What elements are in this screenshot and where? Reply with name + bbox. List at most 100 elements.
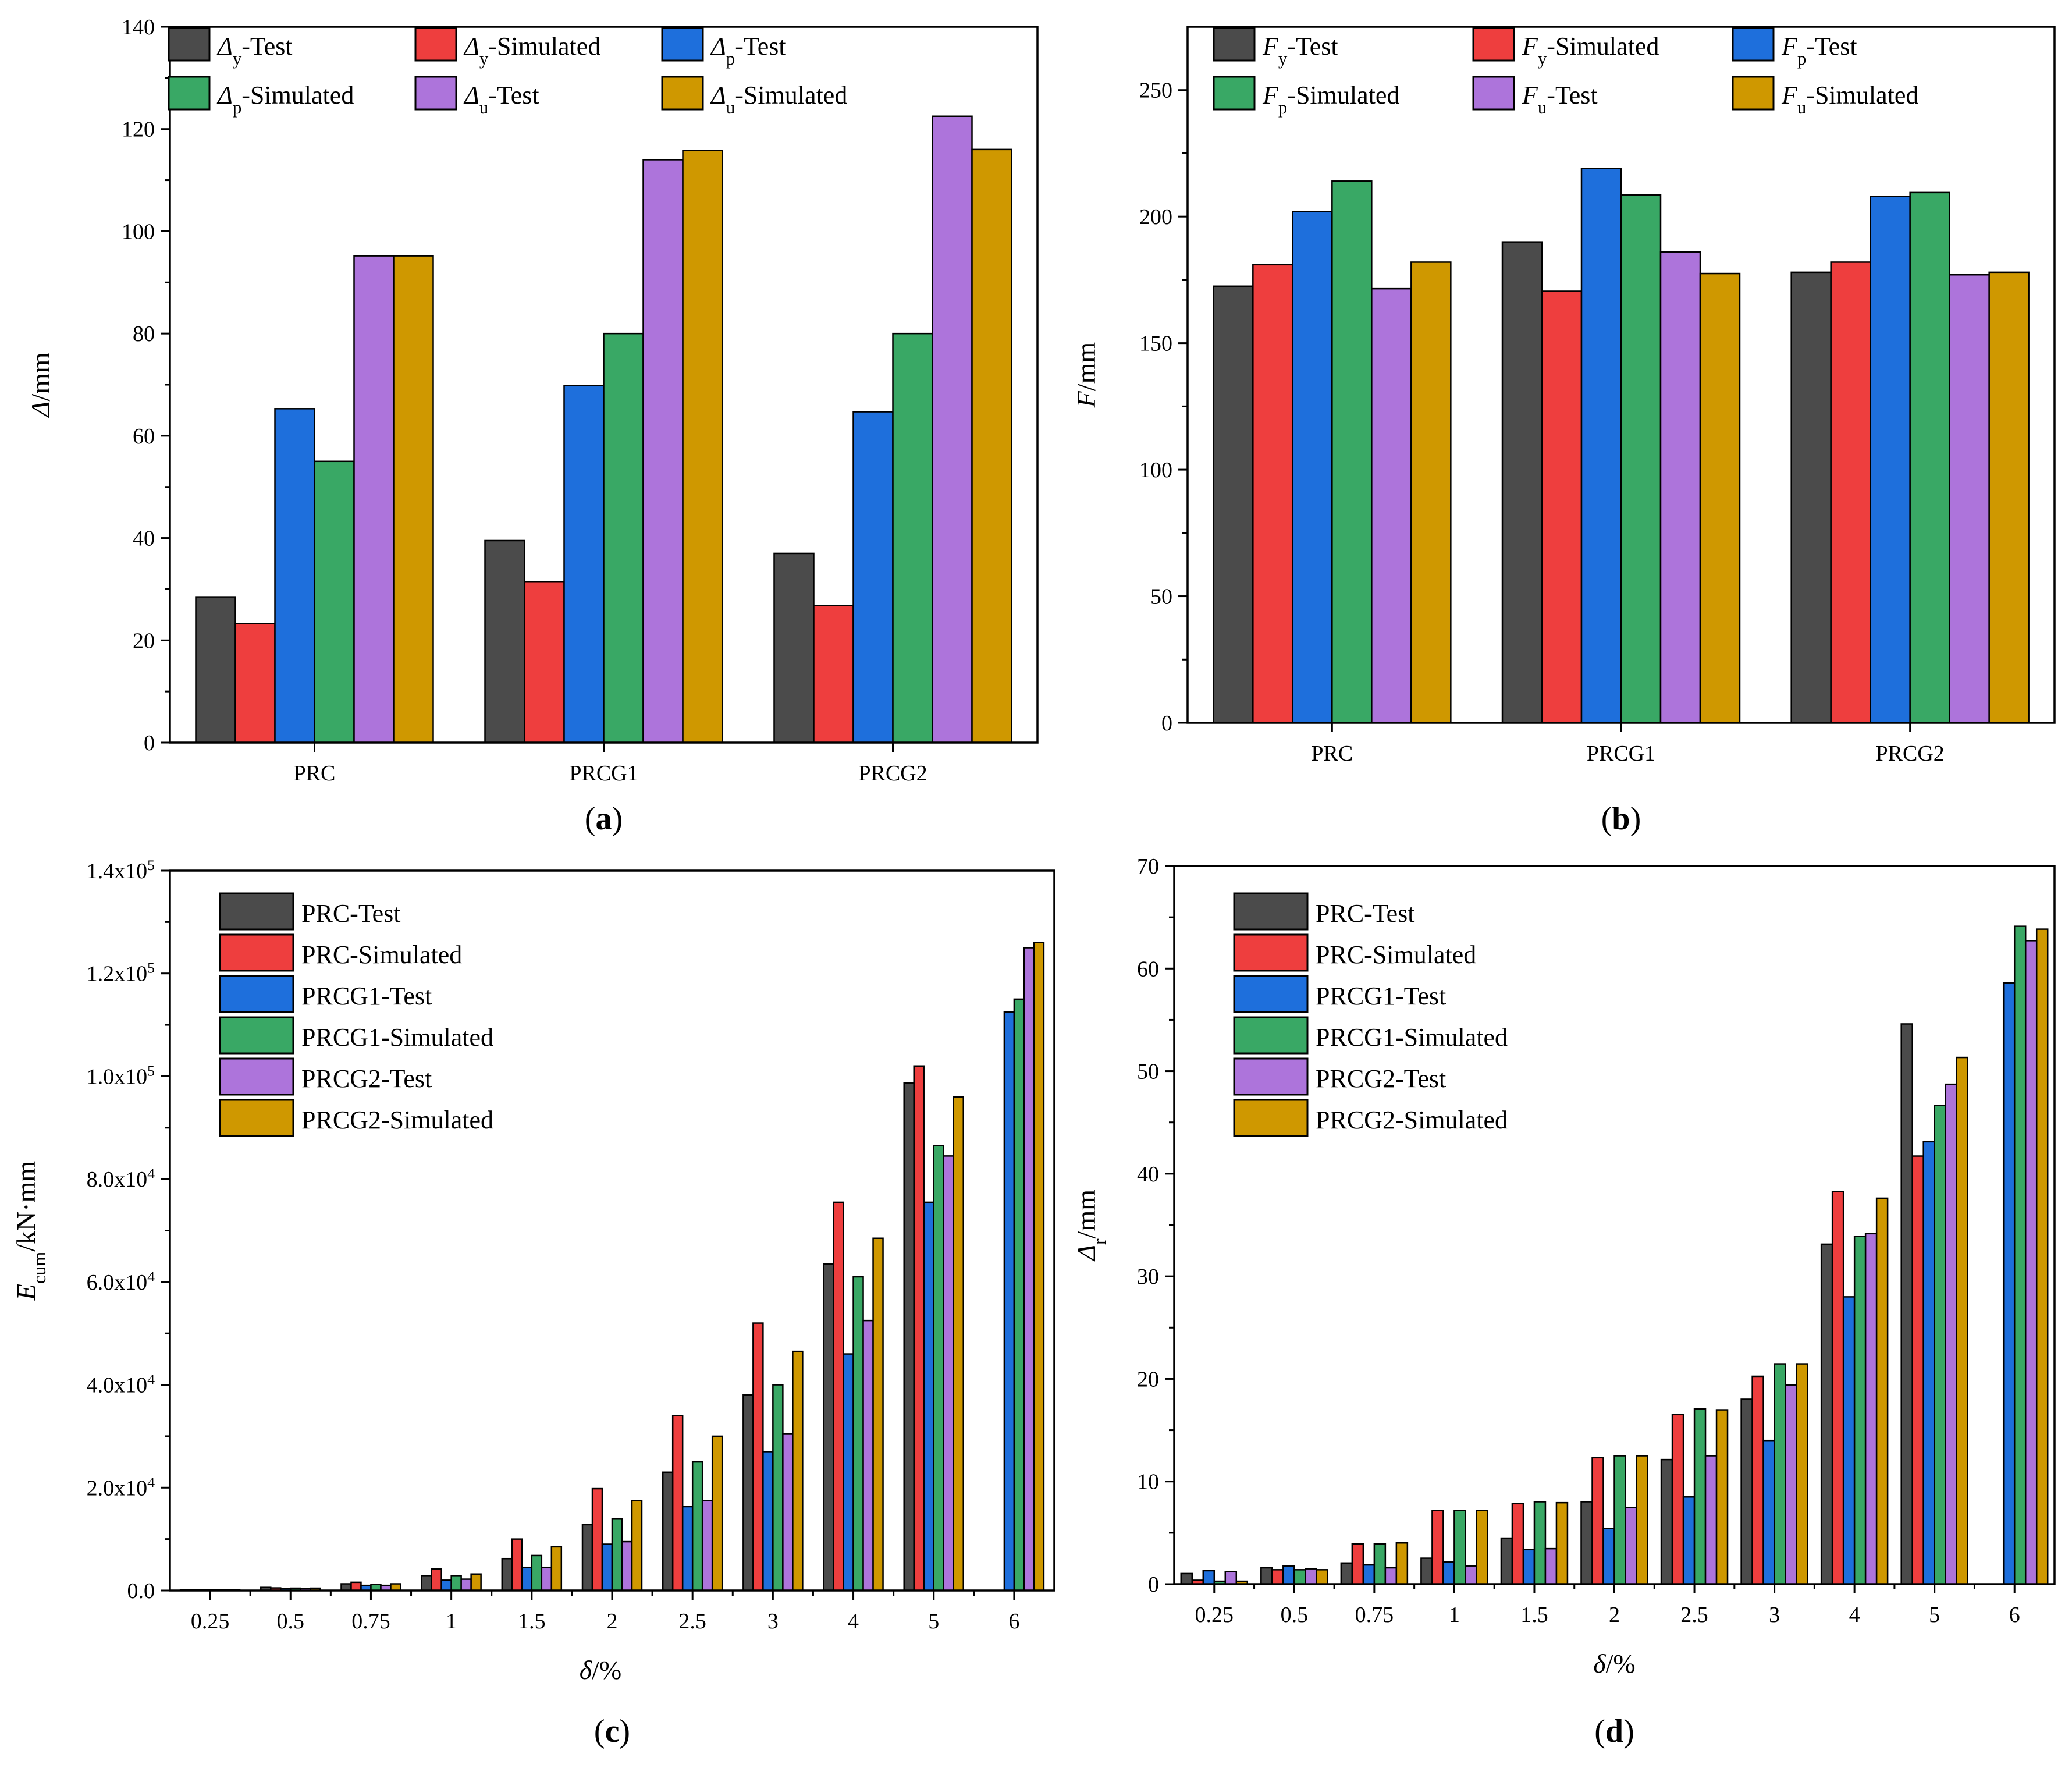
x-tick-label: 0.25 [1195, 1603, 1234, 1627]
bar-prcg1-simulated [1693, 1408, 1707, 1585]
y-tick-label: 0 [1148, 1572, 1159, 1597]
legend-label: Fu-Test [1522, 81, 1598, 118]
x-tick-label: PRCG2 [858, 761, 927, 786]
legend-label: PRCG1-Simulated [301, 1023, 493, 1052]
bar-prc-test [1420, 1557, 1433, 1585]
bar-prcg1-simulated [531, 1554, 543, 1592]
bar--u-test [932, 115, 973, 744]
panel-label: (d) [1594, 1713, 1634, 1749]
legend-label: Δy-Simulated [463, 32, 600, 69]
bar-prc-test [1180, 1572, 1193, 1585]
bar-prc-simulated [1751, 1375, 1764, 1585]
bar-prcg2-simulated [711, 1435, 723, 1592]
legend-swatch [1233, 1016, 1309, 1055]
bar-prcg1-simulated [1453, 1510, 1466, 1585]
bar-prcg2-test [1224, 1571, 1238, 1585]
bar-prcg1-test [2002, 982, 2016, 1585]
legend-label: Fy-Test [1262, 32, 1338, 69]
x-tick-label: 0.25 [191, 1609, 230, 1634]
bar-prc-test [662, 1471, 674, 1592]
legend-label: Δu-Simulated [710, 81, 847, 118]
x-tick-label: 1 [446, 1609, 457, 1634]
bar-prc-simulated [913, 1065, 925, 1592]
bar-prcg1-test [681, 1506, 694, 1592]
bar--p-simulated [603, 332, 644, 744]
bar-prc-simulated [671, 1415, 684, 1592]
legend-label: PRCG2-Simulated [301, 1106, 493, 1134]
panel-label: (b) [1601, 801, 1641, 837]
bar--y-simulated [813, 605, 854, 744]
bar-prc-test [1820, 1243, 1833, 1585]
bar-fu-simulated [1699, 272, 1741, 724]
bar--u-test [642, 159, 684, 744]
bar--y-test [484, 539, 525, 744]
bar-prcg2-test [862, 1319, 874, 1592]
bar-prcg2-test [1704, 1455, 1718, 1585]
bar-prcg1-simulated [1533, 1501, 1547, 1585]
y-tick-label: 2.0x104 [87, 1474, 155, 1501]
x-tick-label: PRCG2 [1876, 741, 1945, 766]
y-tick-label: 1.2x105 [87, 959, 155, 986]
bar-prcg1-test [923, 1201, 934, 1592]
legend-label: PRCG1-Test [1316, 982, 1446, 1010]
bar-prcg2-test [2024, 940, 2038, 1585]
bar-prcg1-test [1522, 1549, 1536, 1585]
bar-prcg1-test [1922, 1141, 1935, 1585]
y-axis-title: F/mm [1071, 342, 1101, 409]
y-tick-label: 30 [1137, 1265, 1159, 1289]
y-tick-label: 0 [144, 731, 155, 755]
legend-swatch [168, 76, 211, 111]
bar-prc-simulated [752, 1322, 764, 1592]
x-tick-label: PRCG1 [1587, 741, 1655, 766]
bar-prcg1-simulated [611, 1518, 623, 1592]
bar-fp-simulated [1331, 180, 1373, 724]
bar-prc-test [1900, 1023, 1913, 1585]
panel-label: (c) [594, 1713, 630, 1749]
legend-swatch [1472, 27, 1515, 62]
legend-swatch [1213, 27, 1256, 62]
bar-fp-test [1292, 211, 1333, 724]
bar-prc-simulated [1831, 1191, 1844, 1585]
x-tick-label: 5 [1929, 1603, 1940, 1627]
bar-prc-test [501, 1557, 513, 1592]
y-tick-label: 80 [133, 322, 155, 346]
bar--y-test [195, 596, 236, 744]
legend-swatch [219, 975, 294, 1013]
y-tick-label: 200 [1139, 205, 1172, 229]
bar-prcg1-simulated [1774, 1363, 1786, 1585]
bar--p-test [274, 408, 315, 744]
bar-prc-simulated [1271, 1569, 1284, 1585]
bar-prcg1-simulated [691, 1461, 703, 1592]
plot-frame [1173, 865, 2056, 1585]
y-tick-label: 20 [133, 629, 155, 653]
y-tick-label: 40 [133, 527, 155, 551]
bar-prcg2-test [782, 1433, 794, 1592]
bar-prcg1-simulated [1373, 1543, 1387, 1585]
bar-prcg2-test [1544, 1547, 1558, 1585]
bar--u-test [353, 255, 395, 744]
bar-fy-simulated [1830, 261, 1871, 724]
bar-prc-test [1660, 1458, 1673, 1585]
y-axis-title: Δ/mm [26, 352, 55, 418]
y-tick-label: 8.0x104 [87, 1165, 155, 1192]
bar-fp-test [1580, 168, 1622, 724]
legend-swatch [1233, 892, 1309, 931]
x-tick-label: 6 [1008, 1609, 1019, 1634]
bar--p-simulated [892, 332, 933, 744]
bar-prc-test [1500, 1537, 1513, 1585]
bar-prcg1-test [843, 1353, 854, 1592]
y-tick-label: 50 [1150, 585, 1172, 609]
bar--u-simulated [971, 148, 1012, 744]
legend-swatch [414, 27, 457, 62]
bar-prc-simulated [511, 1538, 523, 1592]
x-tick-label: PRC [1311, 741, 1353, 766]
bar-prcg1-test [440, 1579, 452, 1592]
bar-prc-test [581, 1524, 593, 1592]
x-tick-label: 1.5 [1520, 1603, 1548, 1627]
bar-fy-simulated [1252, 264, 1293, 724]
bar-prcg2-simulated [1796, 1363, 1808, 1585]
bar-prcg2-simulated [550, 1546, 563, 1592]
bar-prc-simulated [833, 1201, 844, 1592]
bar-prcg2-test [701, 1500, 713, 1592]
bar-prcg2-test [1023, 947, 1035, 1592]
